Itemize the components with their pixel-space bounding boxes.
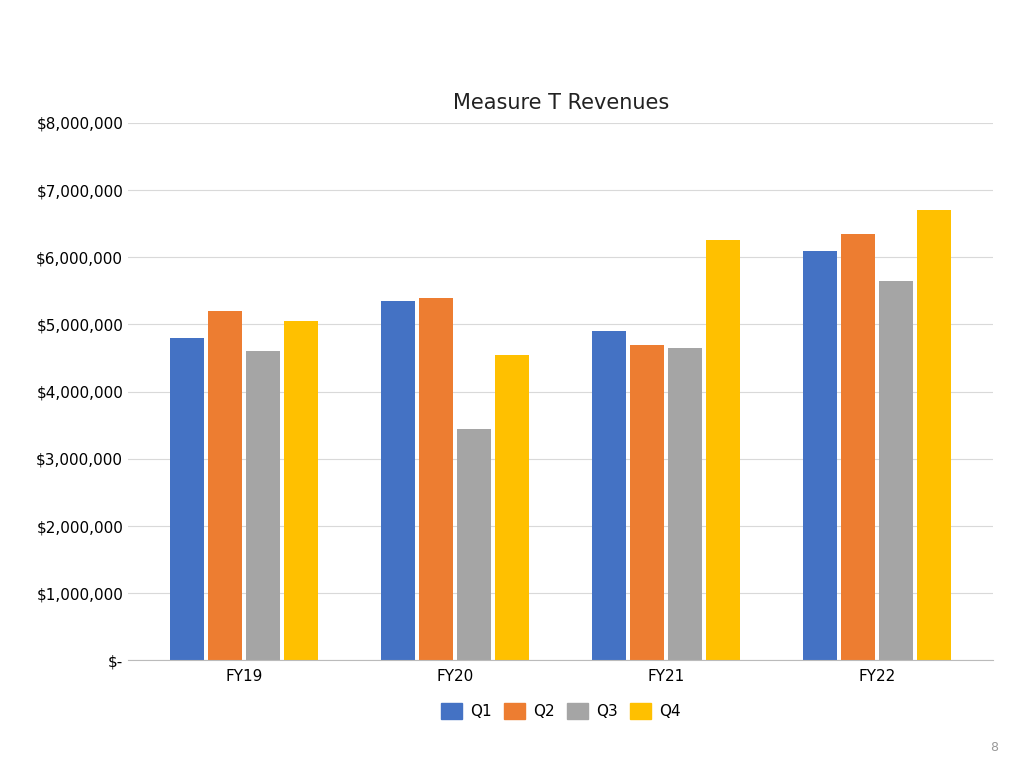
Legend: Q1, Q2, Q3, Q4: Q1, Q2, Q3, Q4 <box>435 697 686 726</box>
Bar <box>419 298 454 660</box>
Text: 8: 8 <box>990 741 998 754</box>
Bar <box>668 348 702 660</box>
Bar <box>630 345 665 660</box>
Bar <box>246 352 281 660</box>
Bar <box>880 281 913 660</box>
Text: Measure T Revenue Comparison: Measure T Revenue Comparison <box>23 35 550 62</box>
Bar <box>803 250 838 660</box>
Bar <box>707 240 740 660</box>
Bar <box>208 311 242 660</box>
Bar <box>592 331 627 660</box>
Bar <box>284 321 318 660</box>
Bar <box>170 338 204 660</box>
Bar <box>381 301 415 660</box>
Bar <box>495 355 529 660</box>
Bar <box>457 429 492 660</box>
Title: Measure T Revenues: Measure T Revenues <box>453 93 669 113</box>
Bar <box>918 210 951 660</box>
Bar <box>841 233 876 660</box>
